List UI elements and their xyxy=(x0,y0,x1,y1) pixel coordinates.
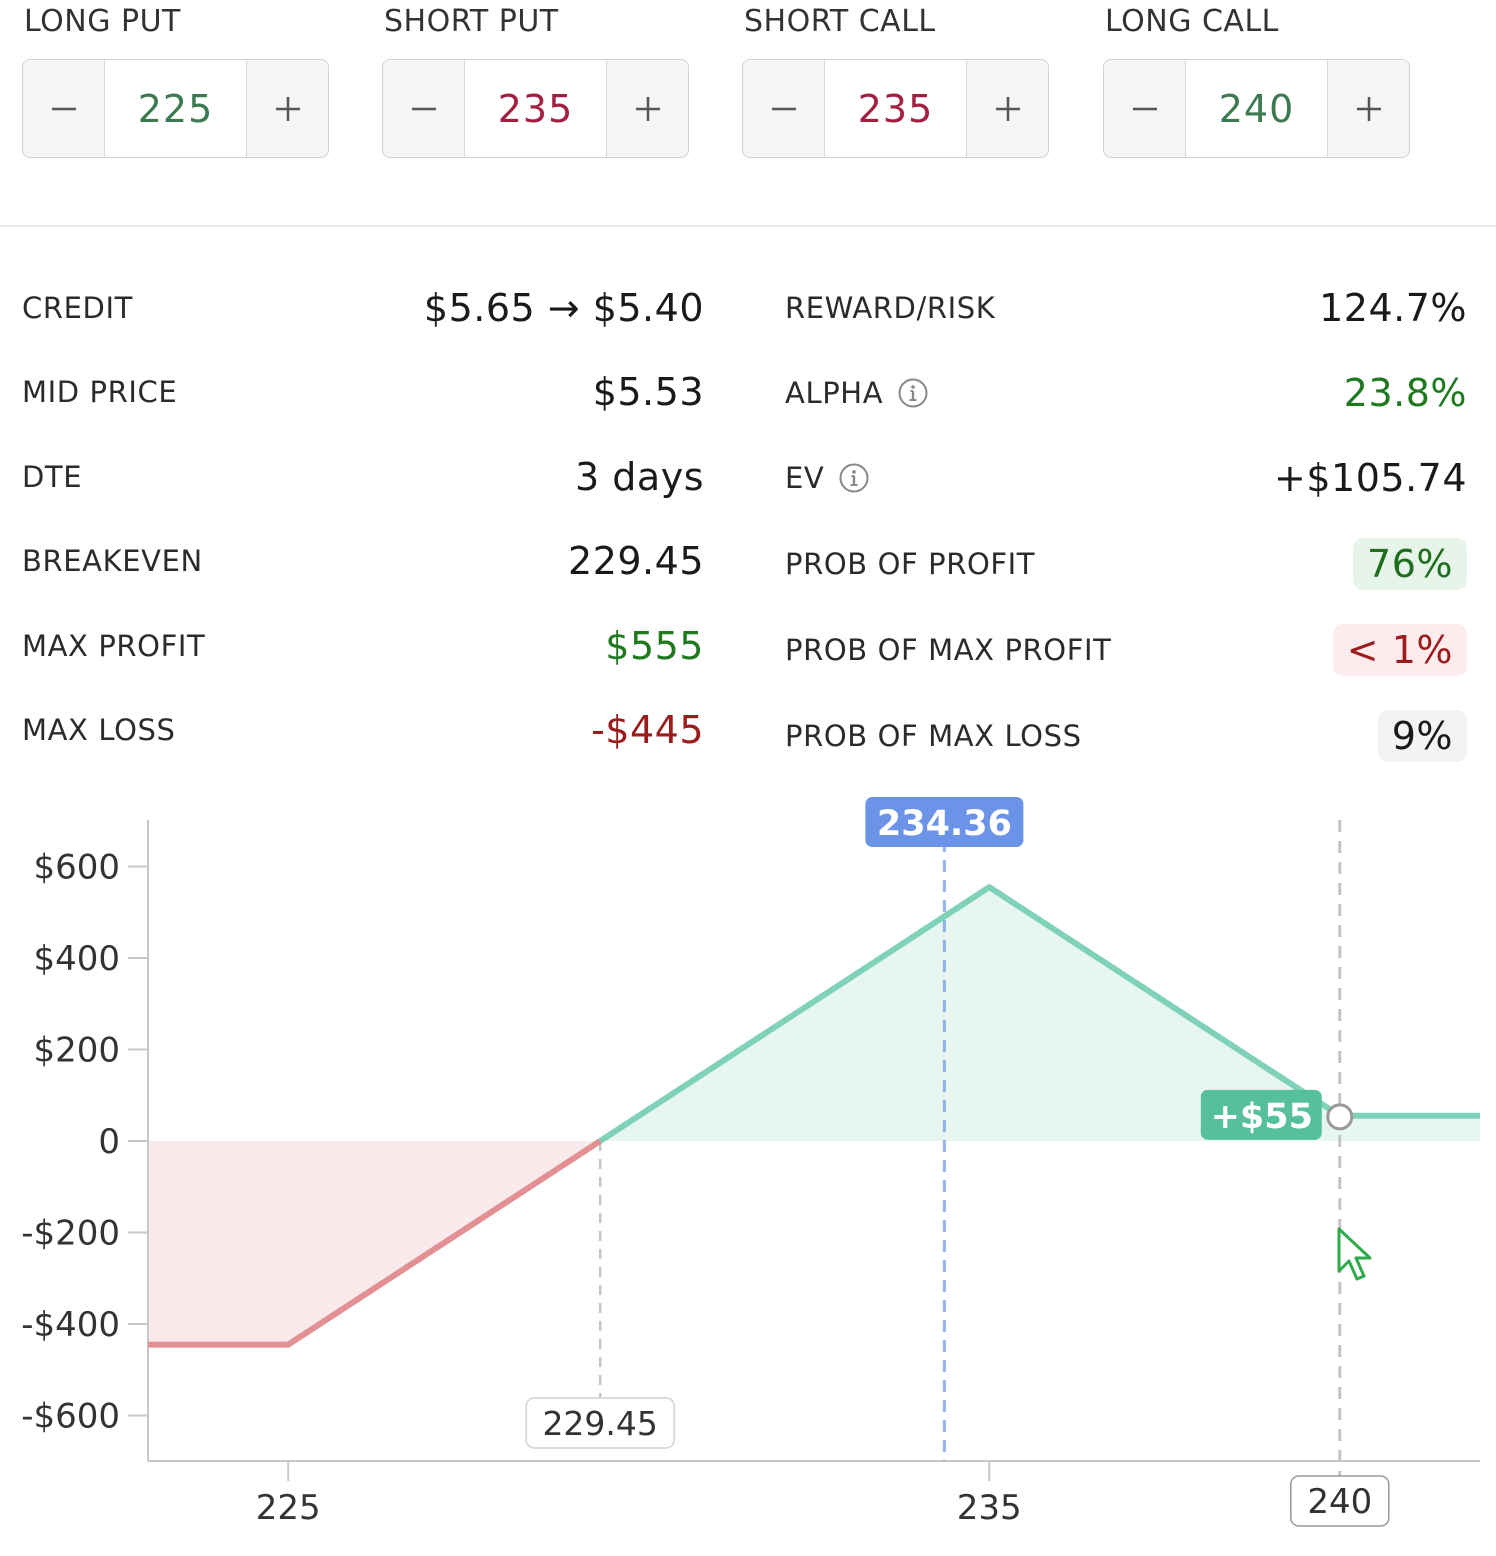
probability-badge: 76% xyxy=(1353,538,1467,590)
short-call-decrement-button[interactable] xyxy=(743,60,825,157)
short-call-label: SHORT CALL xyxy=(744,4,936,39)
stat-credit: CREDIT $5.65 → $5.40 xyxy=(22,268,704,348)
hover-x-badge xyxy=(1290,1475,1390,1527)
y-tick-label: $600 xyxy=(33,848,120,888)
stat-value: $5.53 xyxy=(592,370,704,414)
long-put-value[interactable]: 225 xyxy=(137,86,214,131)
stat-value: +$105.74 xyxy=(1274,456,1467,500)
plus-icon xyxy=(1356,96,1381,121)
minus-icon xyxy=(51,107,76,110)
minus-icon xyxy=(1132,107,1157,110)
stat-value: 229.45 xyxy=(568,539,704,583)
probability-badge: 9% xyxy=(1377,710,1467,762)
current-price-label: 234.36 xyxy=(877,804,1012,844)
breakeven-label-box xyxy=(525,1397,675,1449)
stat-mid-price: MID PRICE $5.53 xyxy=(22,352,704,432)
stat-label-wrap: EV xyxy=(785,438,870,518)
short-put-increment-button[interactable] xyxy=(606,60,688,157)
hover-x-label: 240 xyxy=(1307,1482,1372,1522)
stat-label: PROB OF MAX LOSS xyxy=(785,719,1082,753)
stat-prob-of-max-loss: PROB OF MAX LOSS 9% xyxy=(785,696,1467,776)
stat-label: DTE xyxy=(22,460,83,494)
stat-ev: EV +$105.74 xyxy=(785,438,1467,518)
hover-value-badge xyxy=(1200,1089,1322,1140)
short-call-value[interactable]: 235 xyxy=(857,86,934,131)
stat-reward-risk: REWARD/RISK 124.7% xyxy=(785,268,1467,348)
stat-label: MAX LOSS xyxy=(22,713,176,747)
current-price-badge xyxy=(865,797,1024,847)
long-call-value[interactable]: 240 xyxy=(1218,86,1295,131)
stat-max-profit: MAX PROFIT $555 xyxy=(22,606,704,686)
hover-point xyxy=(1326,1103,1354,1131)
stat-label: PROB OF MAX PROFIT xyxy=(785,633,1112,667)
stat-label: MID PRICE xyxy=(22,375,178,409)
breakeven-label: 229.45 xyxy=(542,1404,657,1443)
y-tick-label: -$200 xyxy=(21,1214,120,1254)
long-call-increment-button[interactable] xyxy=(1327,60,1409,157)
y-tick-label: $200 xyxy=(33,1031,120,1071)
long-call-stepper: 240 xyxy=(1103,59,1410,158)
stat-value: 124.7% xyxy=(1319,286,1467,330)
stat-dte: DTE 3 days xyxy=(22,437,704,517)
short-call-stepper: 235 xyxy=(742,59,1049,158)
short-put-label: SHORT PUT xyxy=(384,4,559,39)
stat-breakeven: BREAKEVEN 229.45 xyxy=(22,521,704,601)
info-icon[interactable] xyxy=(838,462,870,494)
long-put-increment-button[interactable] xyxy=(246,60,328,157)
minus-icon xyxy=(411,107,436,110)
probability-badge: < 1% xyxy=(1332,624,1467,676)
x-tick-label: 225 xyxy=(256,1488,321,1528)
stat-label: ALPHA xyxy=(785,376,884,410)
long-put-decrement-button[interactable] xyxy=(23,60,105,157)
y-tick-label: $400 xyxy=(33,939,120,979)
stat-label: EV xyxy=(785,461,825,495)
stat-value: 23.8% xyxy=(1343,371,1467,415)
stat-label: REWARD/RISK xyxy=(785,291,996,325)
stat-value: $555 xyxy=(605,624,704,668)
stat-label: PROB OF PROFIT xyxy=(785,547,1036,581)
stat-value: 3 days xyxy=(575,455,704,499)
stat-value: -$445 xyxy=(591,708,704,752)
mouse-cursor-icon xyxy=(1337,1227,1372,1281)
stat-max-loss: MAX LOSS -$445 xyxy=(22,690,704,770)
plus-icon xyxy=(635,96,660,121)
profit-area xyxy=(600,887,1480,1141)
section-divider xyxy=(0,225,1496,227)
short-put-decrement-button[interactable] xyxy=(383,60,465,157)
plus-icon xyxy=(275,96,300,121)
y-tick-label: -$400 xyxy=(21,1305,120,1345)
short-call-increment-button[interactable] xyxy=(966,60,1048,157)
info-icon[interactable] xyxy=(897,377,929,409)
stat-value-wrap: 9% xyxy=(1377,696,1467,776)
stat-value-wrap: 76% xyxy=(1353,524,1467,604)
y-tick-label: 0 xyxy=(98,1122,120,1162)
long-put-label: LONG PUT xyxy=(24,4,181,39)
stat-value: $5.65 → $5.40 xyxy=(423,286,704,330)
stat-prob-of-profit: PROB OF PROFIT 76% xyxy=(785,524,1467,604)
stat-label: CREDIT xyxy=(22,291,133,325)
stat-label: MAX PROFIT xyxy=(22,629,206,663)
short-put-value[interactable]: 235 xyxy=(497,86,574,131)
x-tick-label: 235 xyxy=(957,1488,1022,1528)
stat-alpha: ALPHA 23.8% xyxy=(785,353,1467,433)
y-tick-label: -$600 xyxy=(21,1397,120,1437)
plus-icon xyxy=(995,96,1020,121)
strike-selector: LONG PUT 225 SHORT PUT 235 SHORT CALL xyxy=(0,0,1496,226)
hover-value-label: +$55 xyxy=(1211,1097,1313,1137)
loss-line xyxy=(148,1138,602,1348)
stat-prob-of-max-profit: PROB OF MAX PROFIT < 1% xyxy=(785,610,1467,690)
long-call-label: LONG CALL xyxy=(1105,4,1279,39)
long-put-stepper: 225 xyxy=(22,59,329,158)
long-call-decrement-button[interactable] xyxy=(1104,60,1186,157)
stat-label-wrap: ALPHA xyxy=(785,353,929,433)
loss-area xyxy=(148,1141,601,1345)
short-put-stepper: 235 xyxy=(382,59,689,158)
minus-icon xyxy=(771,107,796,110)
payoff-chart[interactable]: $600 $400 $200 0 -$200 -$400 -$600 225 235 229.4… xyxy=(0,790,1496,1556)
stat-value-wrap: < 1% xyxy=(1332,610,1467,690)
stat-label: BREAKEVEN xyxy=(22,544,203,578)
